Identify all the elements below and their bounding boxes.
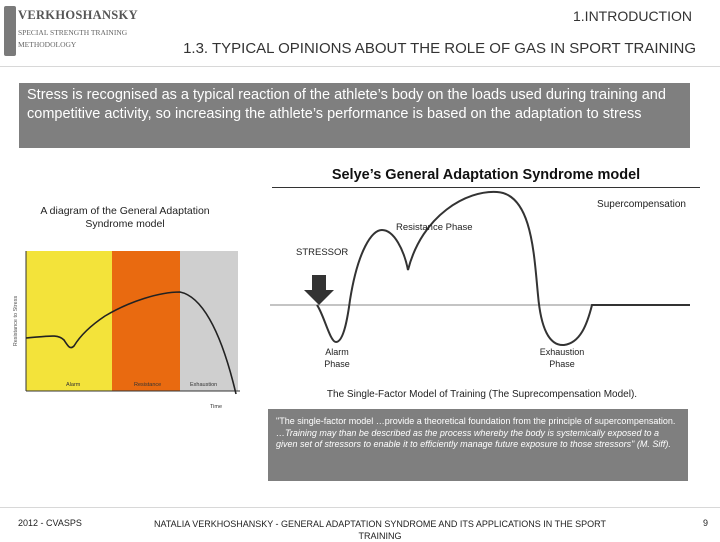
resistance-phase-band	[112, 251, 180, 391]
verkhoshansky-logo: VERKHOSHANSKY SPECIAL STRENGTH TRAINING …	[4, 4, 138, 62]
header-divider	[0, 66, 720, 67]
gas-x-axis-label: Time	[210, 404, 222, 410]
alarm-label-line1: Alarm	[325, 347, 349, 357]
stressor-label: STRESSOR	[296, 247, 348, 258]
gas-diagram: Resistance to Stress Alarm Resistance Ex…	[13, 251, 240, 410]
model-title: Selye’s General Adaptation Syndrome mode…	[272, 163, 700, 188]
footer-center-text: NATALIA VERKHOSHANSKY - GENERAL ADAPTATI…	[154, 519, 606, 541]
stressor-arrow-icon	[304, 275, 334, 305]
supercompensation-label: Supercompensation	[597, 199, 686, 210]
intro-text-box: Stress is recognised as a typical reacti…	[19, 83, 690, 148]
exhaustion-label-line2: Phase	[549, 359, 575, 369]
footer-divider	[0, 507, 720, 508]
quote-part-1: "The single-factor model …provide a theo…	[276, 416, 676, 426]
logo-seal-icon	[4, 6, 16, 56]
footer-left-text: 2012 - CVASPS	[18, 518, 82, 528]
gas-phase-alarm: Alarm	[66, 382, 81, 388]
gas-resistance-curve	[25, 291, 237, 395]
resistance-phase-label: Resistance Phase	[396, 222, 473, 233]
supercompensation-diagram: Supercompensation Resistance Phase STRES…	[270, 190, 690, 369]
supercompensation-caption: The Single-Factor Model of Training (The…	[326, 389, 638, 400]
section-label: 1.INTRODUCTION	[573, 8, 692, 24]
gas-y-axis-label: Resistance to Stress	[13, 296, 19, 347]
logo-line-3: METHODOLOGY	[18, 40, 77, 49]
page-number: 9	[702, 518, 708, 528]
exhaustion-label-line1: Exhaustion	[540, 347, 585, 357]
gas-phase-exhaustion: Exhaustion	[190, 382, 217, 388]
gas-diagram-caption: A diagram of the General Adaptation Synd…	[40, 205, 210, 230]
siff-quote-box: "The single-factor model …provide a theo…	[268, 409, 688, 481]
logo-name: VERKHOSHANSKY	[18, 8, 138, 22]
quote-part-2: …Training may than be described as the p…	[276, 427, 671, 450]
slide-title: 1.3. TYPICAL OPINIONS ABOUT THE ROLE OF …	[183, 40, 696, 57]
supercompensation-curve	[316, 190, 690, 347]
gas-phase-resistance: Resistance	[134, 382, 161, 388]
alarm-label-line2: Phase	[324, 359, 350, 369]
logo-line-2: SPECIAL STRENGTH TRAINING	[18, 28, 128, 37]
